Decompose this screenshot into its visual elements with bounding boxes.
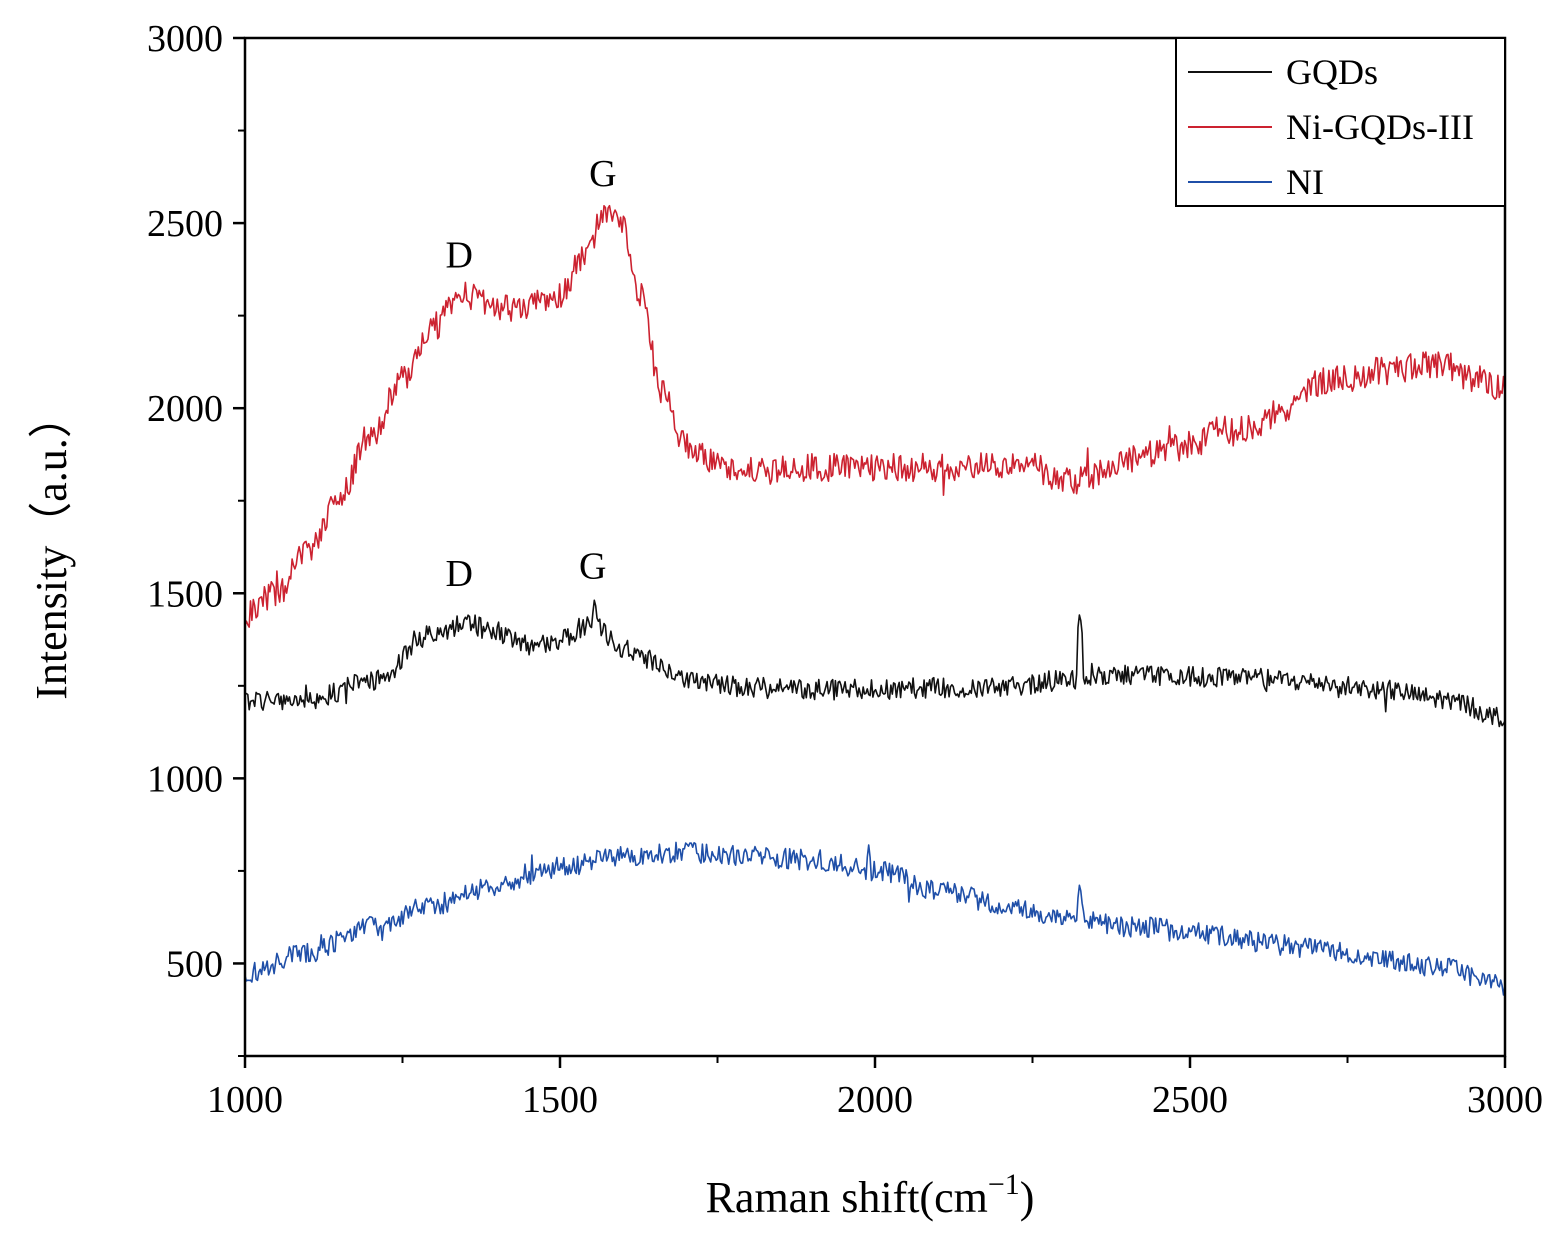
y-axis-title: Intensity（a.u.）	[27, 394, 76, 700]
y-tick-label: 1500	[147, 573, 223, 615]
legend-label: Ni-GQDs-III	[1286, 107, 1474, 147]
y-tick-label: 1000	[147, 758, 223, 800]
x-axis-title: Raman shift(cm−1)	[706, 1168, 1035, 1222]
peak-label-g: G	[579, 545, 606, 587]
peak-annotations: D G D G	[445, 153, 616, 595]
peak-label-d: D	[445, 235, 472, 277]
legend-label: GQDs	[1286, 52, 1378, 92]
y-tick-label: 2500	[147, 203, 223, 245]
x-tick-label: 1000	[207, 1079, 283, 1121]
series-line-gqds	[245, 599, 1505, 728]
peak-label-d: D	[445, 553, 472, 595]
y-tick-label: 2000	[147, 388, 223, 430]
peak-label-g: G	[589, 153, 616, 195]
x-tick-label: 1500	[522, 1079, 598, 1121]
series-layer	[245, 204, 1505, 996]
x-tick-label: 3000	[1467, 1079, 1543, 1121]
legend-label: NI	[1286, 162, 1324, 202]
x-tick-label: 2500	[1152, 1079, 1228, 1121]
legend-box	[1175, 37, 1506, 207]
series-line-ni-gqds-iii	[245, 204, 1505, 628]
legend: GQDs Ni-GQDs-III NI	[1175, 37, 1506, 207]
y-axis: 500 1000 1500 2000 2500 3000	[147, 18, 245, 1057]
series-line-ni	[245, 841, 1505, 996]
y-tick-label: 500	[166, 943, 223, 985]
x-axis: 1000 1500 2000 2500 3000	[207, 1056, 1543, 1121]
y-tick-label: 3000	[147, 18, 223, 60]
x-tick-label: 2000	[837, 1079, 913, 1121]
